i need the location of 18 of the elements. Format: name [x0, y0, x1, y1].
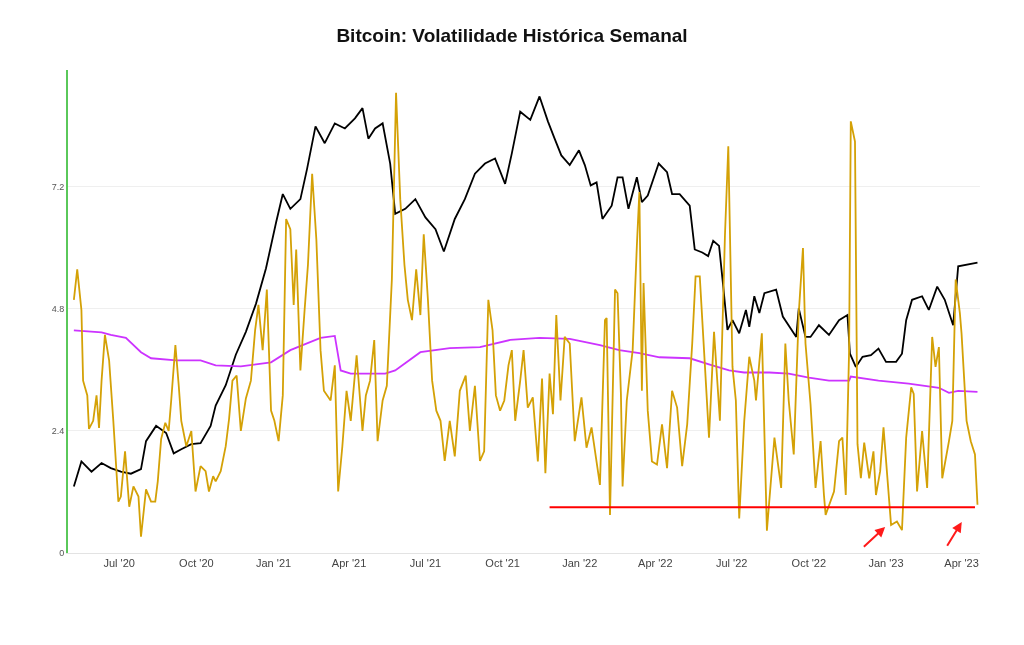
x-tick-label: Apr '23: [944, 557, 979, 570]
x-tick-label: Jul '21: [409, 557, 442, 570]
x-tick-label: Apr '22: [638, 557, 673, 570]
y-tick-label: 4.8: [51, 304, 65, 315]
x-tick-label: Jul '20: [103, 557, 135, 570]
y-tick-label: 2.4: [51, 426, 65, 437]
x-tick-label: Jan '22: [562, 557, 598, 570]
x-tick-label: Jul '22: [715, 557, 748, 570]
x-tick-label: Jan '21: [255, 557, 292, 570]
chart-title: Bitcoin: Volatilidade Histórica Semanal: [336, 25, 688, 47]
x-tick-label: Jan '23: [868, 557, 904, 570]
x-tick-label: Oct '22: [791, 557, 827, 570]
x-tick-label: Oct '21: [485, 557, 520, 570]
y-tick-label: 0: [59, 548, 65, 559]
line-series: [72, 329, 979, 394]
x-tick-label: Oct '20: [179, 557, 214, 570]
y-tick-label: 7.2: [51, 182, 65, 193]
x-tick-label: Apr '21: [331, 557, 367, 570]
